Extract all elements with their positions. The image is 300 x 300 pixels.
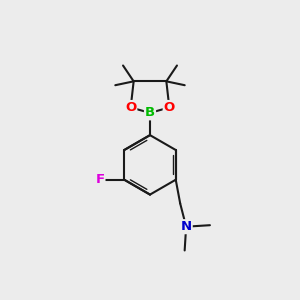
Text: N: N <box>181 220 192 233</box>
Text: O: O <box>164 101 175 114</box>
Text: B: B <box>145 106 155 119</box>
Text: O: O <box>125 101 136 114</box>
Text: F: F <box>95 173 104 186</box>
